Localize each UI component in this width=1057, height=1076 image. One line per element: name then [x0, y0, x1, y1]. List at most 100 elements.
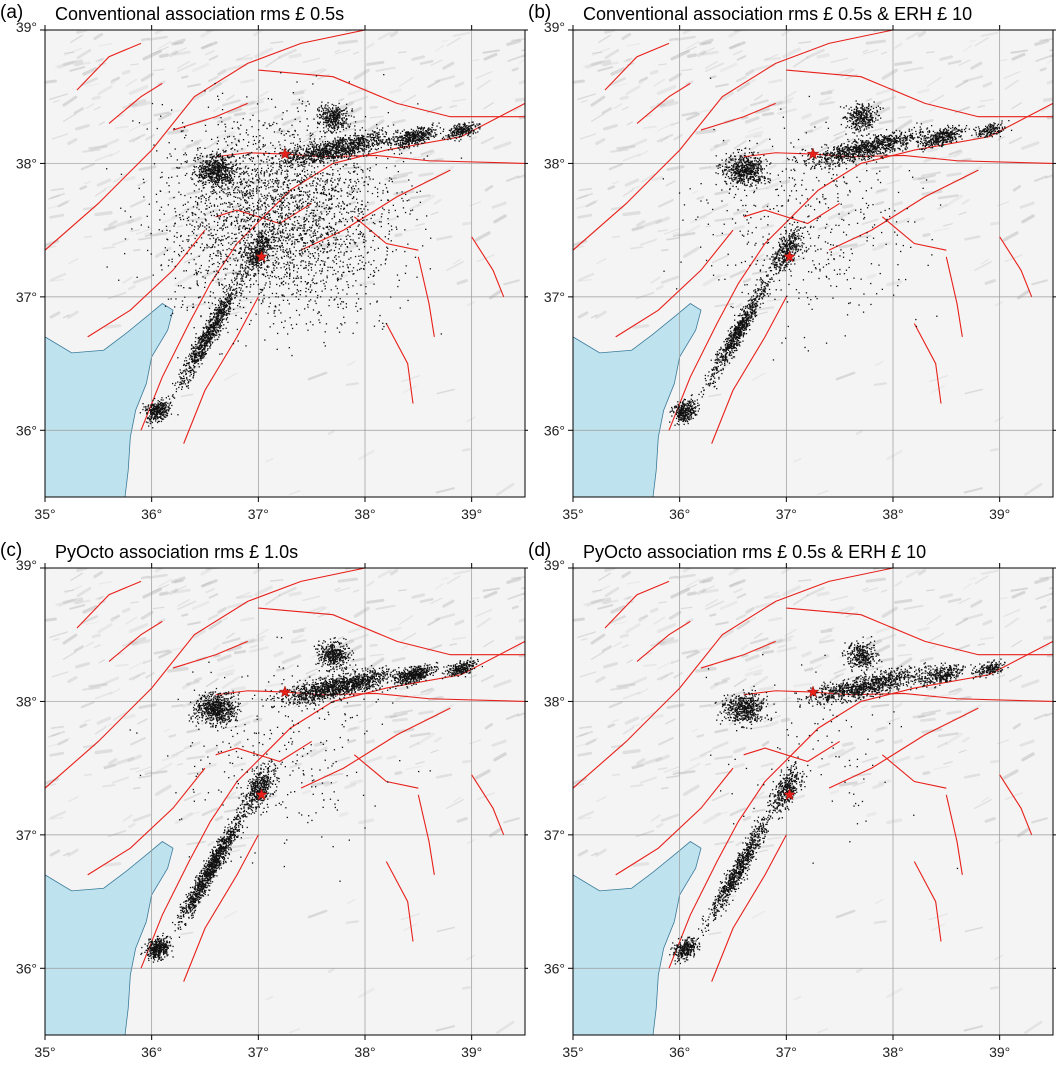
- event-dot: [296, 158, 298, 160]
- event-dot: [306, 147, 308, 149]
- event-dot: [268, 182, 270, 184]
- event-dot: [388, 137, 390, 139]
- event-dot: [347, 123, 349, 125]
- event-dot: [212, 321, 214, 324]
- event-dot: [227, 232, 229, 234]
- event-dot: [316, 297, 319, 299]
- event-dot: [238, 176, 240, 178]
- event-dot: [240, 295, 242, 297]
- event-dot: [289, 165, 291, 167]
- event-dot: [230, 302, 232, 304]
- event-dot: [237, 340, 239, 342]
- event-dot: [252, 188, 254, 190]
- event-dot: [295, 323, 298, 325]
- event-dot: [203, 354, 205, 356]
- event-dot: [285, 191, 287, 194]
- event-dot: [243, 220, 245, 222]
- event-dot: [308, 215, 310, 217]
- event-dot: [229, 264, 231, 266]
- event-dot: [448, 129, 451, 131]
- event-dot: [204, 172, 206, 175]
- relief-ridge: [409, 194, 431, 200]
- event-dot: [382, 133, 384, 135]
- event-dot: [433, 136, 435, 138]
- event-dot: [180, 377, 183, 379]
- event-dot: [308, 152, 310, 154]
- event-dot: [231, 289, 234, 291]
- relief-ridge: [306, 135, 316, 139]
- event-dot: [317, 177, 319, 180]
- relief-ridge: [140, 37, 150, 42]
- event-dot: [182, 130, 184, 132]
- event-dot: [368, 145, 370, 147]
- event-dot: [403, 129, 405, 131]
- event-dot: [194, 237, 196, 240]
- event-dot: [308, 246, 310, 248]
- event-dot: [249, 260, 252, 262]
- event-dot: [252, 260, 254, 262]
- event-dot: [224, 298, 227, 301]
- event-dot: [323, 155, 325, 157]
- event-dot: [184, 152, 186, 154]
- event-dot: [222, 288, 224, 290]
- event-dot: [328, 242, 330, 244]
- event-dot: [388, 230, 391, 232]
- event-dot: [224, 210, 227, 212]
- event-dot: [185, 368, 187, 370]
- relief-ridge: [353, 68, 370, 80]
- relief-ridge: [94, 211, 113, 217]
- event-dot: [270, 162, 272, 164]
- relief-ridge: [358, 280, 375, 287]
- event-dot: [228, 313, 231, 315]
- event-dot: [314, 150, 316, 152]
- event-dot: [367, 251, 369, 253]
- event-dot: [225, 220, 228, 222]
- event-dot: [190, 367, 192, 369]
- event-dot: [246, 153, 249, 156]
- event-dot: [309, 193, 311, 196]
- event-dot: [203, 196, 205, 198]
- event-dot: [345, 122, 347, 125]
- event-dot: [241, 172, 243, 174]
- event-dot: [299, 165, 301, 167]
- event-dot: [288, 212, 290, 214]
- event-dot: [269, 230, 271, 232]
- event-dot: [278, 262, 280, 264]
- event-dot: [331, 124, 334, 126]
- event-dot: [166, 249, 168, 251]
- event-dot: [204, 335, 206, 337]
- event-dot: [168, 177, 170, 179]
- relief-ridge: [69, 66, 86, 72]
- event-dot: [249, 228, 251, 231]
- event-dot: [256, 251, 258, 253]
- event-dot: [170, 155, 172, 157]
- event-dot: [202, 187, 205, 189]
- event-dot: [339, 123, 341, 125]
- event-dot: [194, 362, 197, 364]
- event-dot: [404, 250, 406, 253]
- event-dot: [291, 242, 294, 245]
- event-dot: [241, 277, 243, 279]
- event-dot: [283, 295, 285, 297]
- event-dot: [221, 92, 224, 94]
- event-dot: [250, 216, 252, 219]
- event-dot: [222, 164, 224, 166]
- event-dot: [348, 270, 350, 273]
- event-dot: [299, 233, 301, 235]
- event-dot: [333, 213, 336, 215]
- event-dot: [206, 154, 208, 157]
- event-dot: [302, 253, 304, 255]
- event-dot: [255, 190, 258, 192]
- event-dot: [323, 116, 325, 118]
- event-dot: [243, 244, 245, 246]
- event-dot: [147, 406, 149, 408]
- event-dot: [303, 267, 305, 269]
- event-dot: [331, 143, 334, 145]
- event-dot: [418, 135, 420, 137]
- relief-ridge: [157, 80, 166, 86]
- event-dot: [201, 357, 203, 359]
- event-dot: [206, 172, 208, 174]
- event-dot: [348, 258, 350, 260]
- event-dot: [297, 145, 299, 148]
- event-dot: [216, 215, 219, 217]
